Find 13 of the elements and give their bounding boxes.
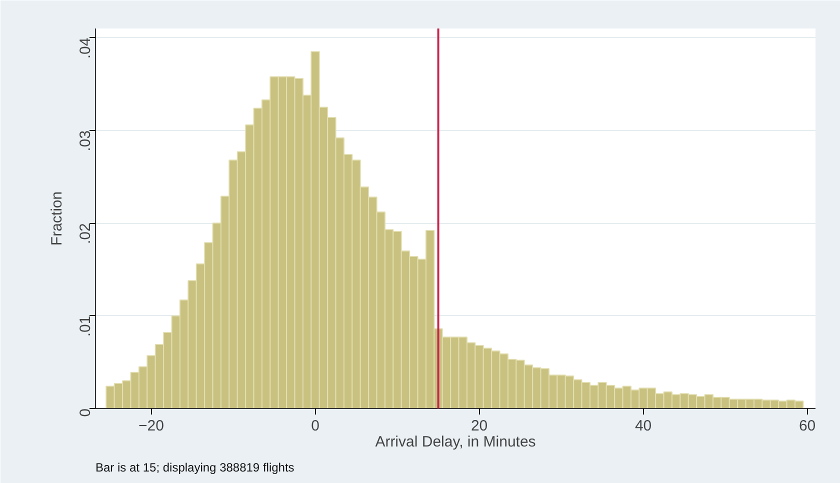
y-tick-label: .02 — [77, 223, 94, 244]
y-axis-title: Fraction — [48, 191, 66, 246]
x-axis-title: Arrival Delay, in Minutes — [375, 434, 536, 450]
x-tick-label: 0 — [311, 418, 320, 434]
x-tick-label: 40 — [634, 418, 652, 434]
y-tick-label: .01 — [77, 316, 94, 337]
y-tick-label: .04 — [77, 38, 94, 59]
x-tick-label: 20 — [470, 418, 488, 434]
x-tick-label: 60 — [798, 418, 816, 434]
text: Bar is at 15; displaying 388819 flights — [96, 460, 294, 474]
x-tick-label: −20 — [138, 418, 164, 434]
y-tick-label: 0 — [77, 408, 94, 417]
y-tick-label: .03 — [77, 130, 94, 152]
